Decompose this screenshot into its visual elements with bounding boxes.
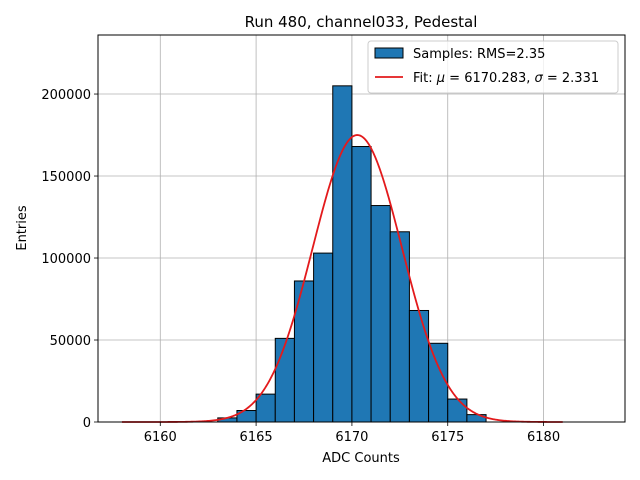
chart-title: Run 480, channel033, Pedestal — [245, 13, 478, 31]
x-axis-ticks: 6160 6165 6170 6175 6180 — [144, 422, 560, 445]
histogram-bar — [274, 337, 295, 423]
histogram-bar — [370, 205, 391, 423]
y-tick-label: 200000 — [41, 88, 91, 103]
legend-fit-label: Fit: μ = 6170.283, σ = 2.331 — [413, 71, 599, 86]
x-tick-label: 6175 — [431, 430, 464, 445]
y-tick-label: 50000 — [50, 334, 91, 349]
x-tick-label: 6180 — [527, 430, 560, 445]
x-tick-label: 6160 — [144, 430, 177, 445]
legend-histogram-swatch — [374, 47, 404, 59]
x-axis-label: ADC Counts — [322, 451, 400, 466]
y-axis-ticks: 0 50000 100000 150000 200000 — [41, 88, 98, 431]
y-tick-label: 150000 — [41, 170, 91, 185]
histogram-bar — [313, 252, 334, 423]
histogram-bar — [389, 231, 410, 423]
histogram-bar — [332, 85, 353, 423]
y-tick-label: 100000 — [41, 252, 91, 267]
histogram-bar — [351, 146, 372, 423]
histogram-bars — [217, 85, 487, 423]
x-tick-label: 6165 — [240, 430, 273, 445]
legend-histogram-label: Samples: RMS=2.35 — [413, 47, 545, 62]
legend: Samples: RMS=2.35 Fit: μ = 6170.283, σ =… — [367, 40, 619, 94]
histogram-bar — [293, 280, 315, 423]
y-tick-label: 0 — [83, 416, 91, 431]
x-tick-label: 6170 — [335, 430, 368, 445]
histogram-bar — [428, 342, 449, 423]
histogram-bar — [255, 393, 276, 423]
legend-box — [367, 40, 619, 94]
plot-frame — [97, 34, 626, 423]
y-axis-label: Entries — [15, 205, 30, 251]
histogram-bar — [408, 309, 430, 423]
histogram-bar — [447, 398, 468, 423]
